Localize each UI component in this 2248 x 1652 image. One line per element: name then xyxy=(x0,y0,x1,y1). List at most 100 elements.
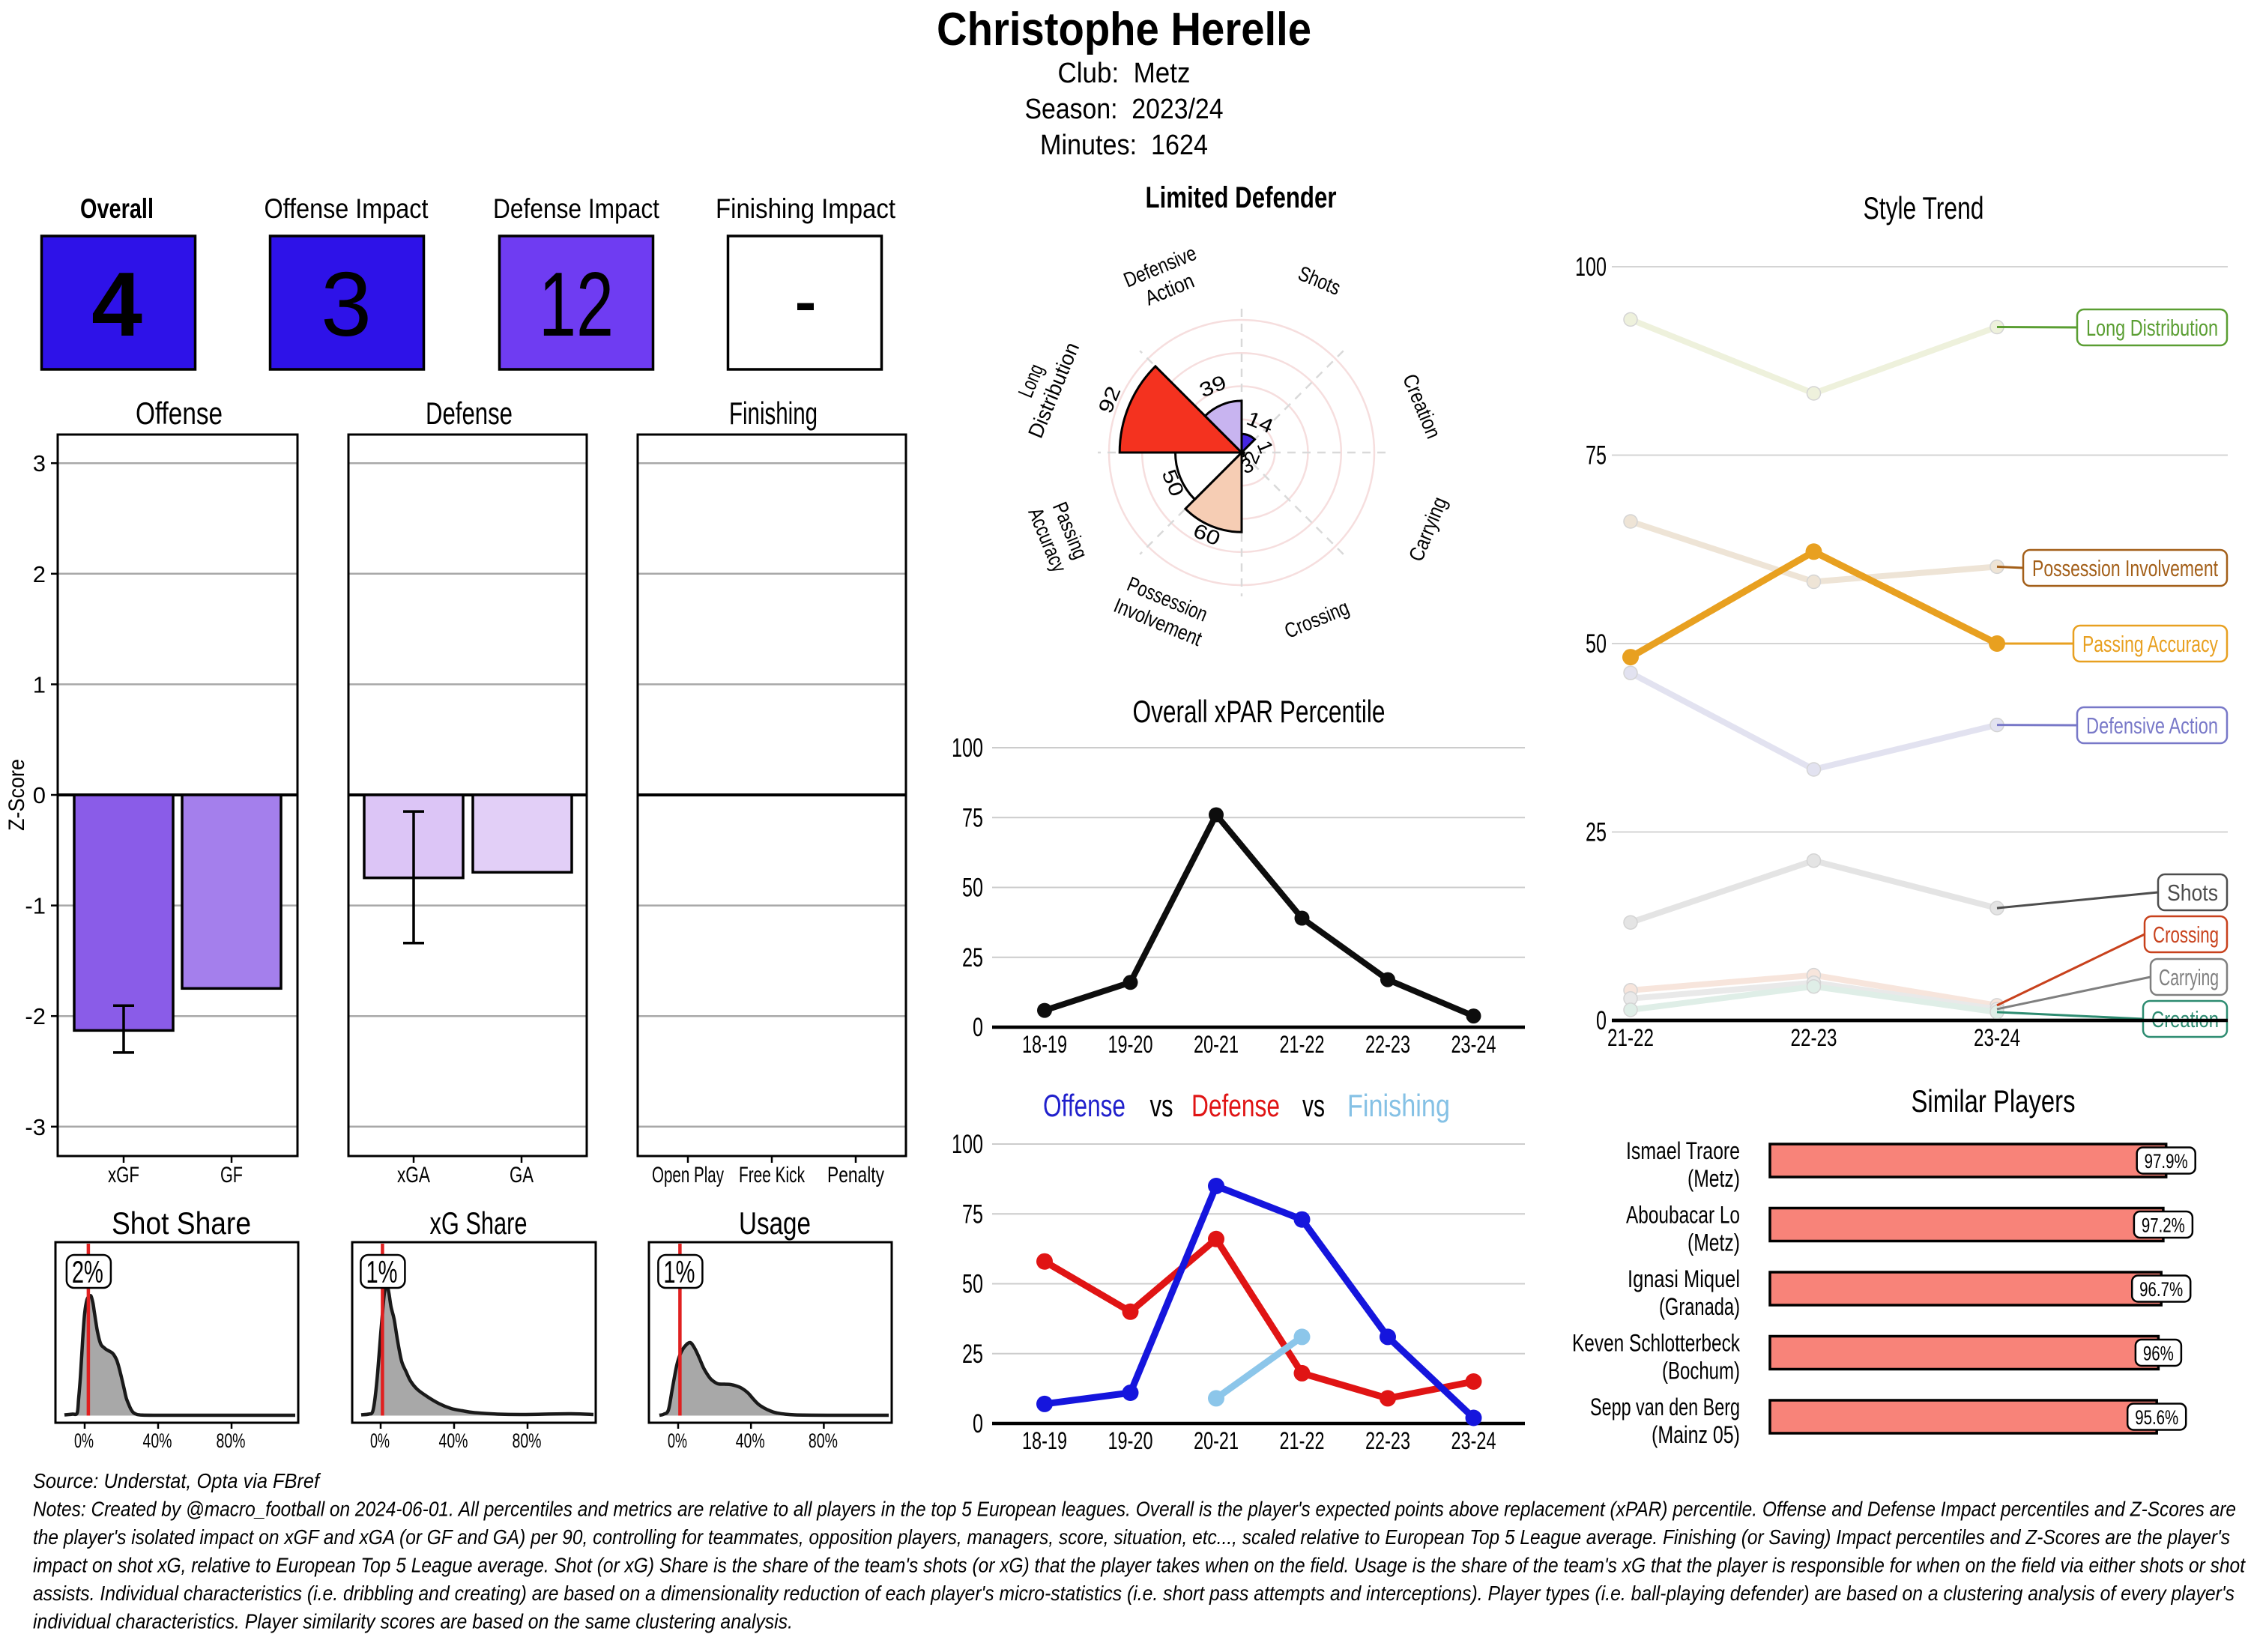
svg-text:75: 75 xyxy=(1586,441,1607,471)
svg-text:22-23: 22-23 xyxy=(1365,1427,1410,1454)
svg-text:Possession Involvement: Possession Involvement xyxy=(2032,555,2218,581)
svg-text:-1: -1 xyxy=(25,893,46,919)
svg-text:Source: Understat, Opta via FB: Source: Understat, Opta via FBref xyxy=(33,1469,321,1492)
svg-text:22-23: 22-23 xyxy=(1365,1031,1410,1058)
svg-text:20-21: 20-21 xyxy=(1194,1031,1239,1058)
svg-text:Z-Score: Z-Score xyxy=(4,759,29,831)
svg-text:18-19: 18-19 xyxy=(1022,1427,1067,1454)
svg-text:xGA: xGA xyxy=(397,1163,430,1187)
svg-text:50: 50 xyxy=(962,1270,983,1299)
svg-text:97.9%: 97.9% xyxy=(2145,1150,2188,1173)
svg-text:0: 0 xyxy=(973,1409,983,1438)
svg-text:Defensive Action: Defensive Action xyxy=(2086,712,2218,739)
svg-text:2%: 2% xyxy=(72,1254,103,1289)
svg-text:100: 100 xyxy=(1575,252,1607,282)
svg-text:Penalty: Penalty xyxy=(827,1163,884,1187)
svg-text:19-20: 19-20 xyxy=(1108,1427,1153,1454)
svg-text:Finishing: Finishing xyxy=(729,396,818,431)
svg-text:18-19: 18-19 xyxy=(1022,1031,1067,1058)
svg-text:100: 100 xyxy=(952,1130,983,1159)
svg-text:Usage: Usage xyxy=(739,1205,811,1241)
svg-text:23-24: 23-24 xyxy=(1974,1024,2020,1051)
svg-text:0: 0 xyxy=(33,782,46,808)
svg-text:individual characteristics. Pl: individual characteristics. Player simil… xyxy=(33,1610,793,1633)
svg-text:Finishing: Finishing xyxy=(1347,1088,1450,1123)
svg-text:0%: 0% xyxy=(668,1429,687,1452)
svg-text:Crossing: Crossing xyxy=(2153,922,2219,948)
svg-text:Defense Impact: Defense Impact xyxy=(493,193,660,224)
svg-text:96.7%: 96.7% xyxy=(2139,1278,2183,1301)
svg-text:Overall xPAR Percentile: Overall xPAR Percentile xyxy=(1133,694,1386,729)
svg-text:21-22: 21-22 xyxy=(1607,1024,1654,1051)
svg-text:40%: 40% xyxy=(143,1429,172,1452)
svg-text:23-24: 23-24 xyxy=(1451,1031,1496,1058)
svg-text:96%: 96% xyxy=(2143,1343,2174,1365)
svg-text:Carrying: Carrying xyxy=(2159,964,2219,990)
svg-text:Minutes: 1624: Minutes: 1624 xyxy=(1040,130,1208,161)
svg-text:Similar Players: Similar Players xyxy=(1912,1083,2076,1119)
svg-text:vs: vs xyxy=(1302,1088,1325,1123)
svg-text:Offense: Offense xyxy=(1043,1088,1125,1123)
svg-text:Style Trend: Style Trend xyxy=(1864,190,1984,226)
svg-text:-2: -2 xyxy=(25,1003,46,1029)
svg-text:Defense: Defense xyxy=(426,396,513,431)
svg-text:21-22: 21-22 xyxy=(1280,1031,1325,1058)
svg-text:40%: 40% xyxy=(439,1429,468,1452)
svg-text:Open Play: Open Play xyxy=(652,1163,724,1187)
svg-text:0%: 0% xyxy=(370,1429,390,1452)
svg-text:assists. Individual characteri: assists. Individual characteristics (i.e… xyxy=(33,1582,2235,1605)
svg-text:25: 25 xyxy=(962,1340,983,1369)
svg-text:Overall: Overall xyxy=(80,193,154,224)
svg-text:40%: 40% xyxy=(736,1429,765,1452)
svg-text:1: 1 xyxy=(33,671,46,698)
svg-text:Finishing Impact: Finishing Impact xyxy=(716,193,896,224)
svg-text:19-20: 19-20 xyxy=(1108,1031,1153,1058)
svg-text:80%: 80% xyxy=(217,1429,246,1452)
svg-text:50: 50 xyxy=(1586,629,1607,659)
svg-text:Passing Accuracy: Passing Accuracy xyxy=(2082,631,2218,657)
svg-text:97.2%: 97.2% xyxy=(2142,1214,2185,1237)
svg-text:22-23: 22-23 xyxy=(1791,1024,1837,1051)
svg-text:-3: -3 xyxy=(25,1114,46,1140)
svg-text:the player's isolated impact o: the player's isolated impact on xGF and … xyxy=(33,1525,2230,1549)
svg-text:20-21: 20-21 xyxy=(1194,1427,1239,1454)
svg-text:25: 25 xyxy=(962,943,983,972)
svg-text:0: 0 xyxy=(1596,1006,1607,1035)
svg-text:Limited Defender: Limited Defender xyxy=(1146,181,1337,214)
svg-text:3: 3 xyxy=(321,253,372,355)
svg-text:75: 75 xyxy=(962,803,983,832)
svg-text:Christophe Herelle: Christophe Herelle xyxy=(937,4,1311,55)
svg-text:1%: 1% xyxy=(366,1254,397,1289)
svg-text:Free Kick: Free Kick xyxy=(739,1163,806,1187)
svg-text:0: 0 xyxy=(973,1013,983,1042)
svg-text:95.6%: 95.6% xyxy=(2135,1406,2178,1429)
svg-text:0%: 0% xyxy=(74,1429,94,1452)
svg-text:21-22: 21-22 xyxy=(1280,1427,1325,1454)
svg-text:Season: 2023/24: Season: 2023/24 xyxy=(1025,94,1224,125)
svg-text:Shot Share: Shot Share xyxy=(112,1205,251,1241)
svg-text:4: 4 xyxy=(91,253,142,355)
svg-text:impact on shot xG, relative to: impact on shot xG, relative to European … xyxy=(33,1554,2246,1577)
svg-text:2: 2 xyxy=(33,561,46,587)
svg-text:100: 100 xyxy=(952,733,983,763)
svg-text:12: 12 xyxy=(539,253,614,355)
svg-text:Offense Impact: Offense Impact xyxy=(265,193,429,224)
svg-text:Club: Metz: Club: Metz xyxy=(1058,58,1191,89)
svg-text:Shots: Shots xyxy=(2167,880,2218,906)
svg-text:80%: 80% xyxy=(809,1429,838,1452)
svg-text:vs: vs xyxy=(1150,1088,1173,1123)
svg-text:75: 75 xyxy=(962,1199,983,1229)
svg-text:Defense: Defense xyxy=(1191,1088,1280,1123)
svg-text:Offense: Offense xyxy=(136,396,223,431)
svg-text:80%: 80% xyxy=(513,1429,542,1452)
svg-text:Notes: Created by @macro_footb: Notes: Created by @macro_football on 202… xyxy=(33,1498,2236,1521)
svg-text:xGF: xGF xyxy=(108,1163,139,1187)
svg-text:GF: GF xyxy=(220,1163,243,1187)
svg-text:50: 50 xyxy=(962,874,983,903)
svg-text:GA: GA xyxy=(510,1163,534,1187)
svg-text:23-24: 23-24 xyxy=(1451,1427,1496,1454)
svg-text:xG Share: xG Share xyxy=(430,1205,528,1241)
svg-text:1%: 1% xyxy=(663,1254,695,1289)
svg-text:25: 25 xyxy=(1586,818,1607,847)
svg-text:Long Distribution: Long Distribution xyxy=(2086,315,2218,341)
